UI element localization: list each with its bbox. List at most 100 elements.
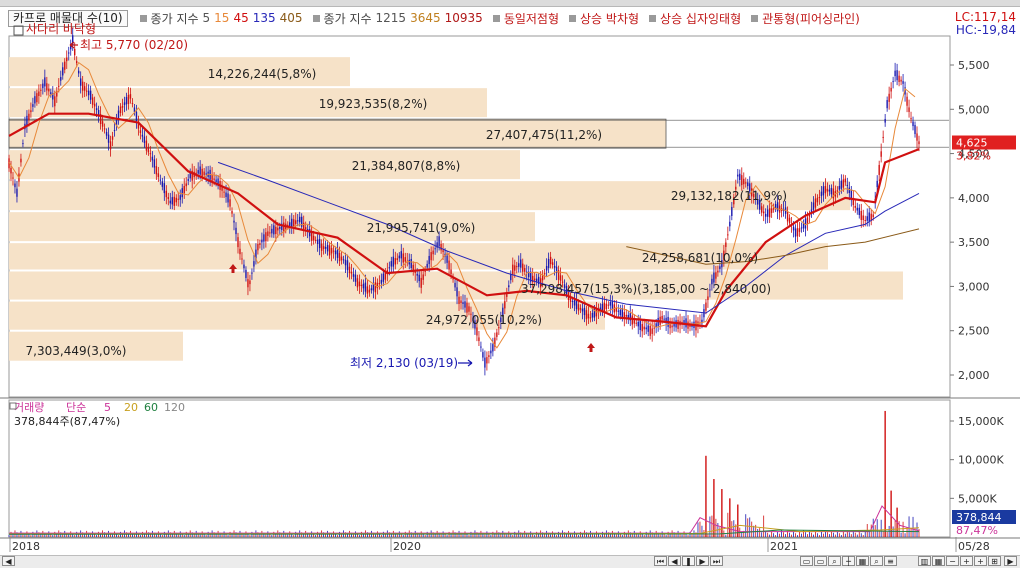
candle-body — [605, 303, 608, 310]
candle-body — [159, 179, 162, 181]
candle-body — [749, 183, 751, 192]
candle-body — [918, 141, 920, 145]
candle-body — [862, 215, 864, 220]
candle-body — [167, 197, 169, 199]
candle-body — [762, 211, 765, 214]
volume-tick-label: 15,000K — [958, 415, 1004, 428]
search-icon[interactable]: ⌕ — [828, 556, 841, 566]
zoom-in2-icon[interactable]: + — [974, 556, 987, 566]
last-page-icon[interactable]: ⏭ — [710, 556, 723, 566]
up-arrow-icon — [587, 343, 595, 352]
candle-body — [832, 188, 835, 199]
candle-body — [392, 256, 395, 267]
candle-body — [770, 208, 773, 213]
horizontal-scrollbar[interactable] — [0, 555, 1020, 568]
candle-body — [571, 300, 574, 302]
prev-page-icon[interactable]: ◀ — [668, 556, 681, 566]
scroll-left-icon[interactable]: ◀ — [2, 556, 15, 566]
candle-body — [10, 167, 12, 174]
grid2-icon[interactable]: ▦ — [932, 556, 945, 566]
candle-body — [878, 164, 880, 175]
candle-body — [533, 278, 536, 281]
candle-body — [105, 131, 108, 136]
view2-icon[interactable]: ▭ — [814, 556, 827, 566]
candle-body — [581, 308, 584, 312]
candle-body — [826, 188, 829, 192]
crosshair-icon[interactable]: ┼ — [842, 556, 855, 566]
volume-profile-title[interactable]: 카프로 매물대 수(10) — [8, 9, 128, 27]
candle-body — [555, 266, 558, 274]
candle-body — [117, 110, 120, 121]
candle-body — [647, 325, 649, 332]
candle-body — [671, 325, 673, 328]
candle-body — [508, 285, 510, 288]
candle-body — [320, 243, 323, 251]
candle-body — [496, 332, 498, 337]
candle-body — [490, 350, 492, 354]
candle-body — [528, 271, 530, 278]
ma405-line — [626, 228, 920, 265]
candle-body — [346, 260, 349, 271]
zoom-out-icon[interactable]: − — [946, 556, 959, 566]
candle-body — [40, 89, 42, 91]
candle-body — [802, 223, 805, 229]
candle-body — [655, 323, 657, 327]
candle-body — [530, 271, 532, 282]
candle-body — [52, 93, 54, 100]
volume-ma5-line — [9, 505, 920, 534]
candle-body — [864, 220, 866, 221]
pause-icon[interactable]: ❚ — [682, 556, 695, 566]
candle-body — [289, 222, 291, 226]
candle-body — [639, 320, 641, 331]
candle-body — [229, 199, 231, 207]
candle-body — [681, 321, 683, 323]
candle-body — [727, 234, 729, 236]
candle-body — [645, 327, 647, 330]
candle-body — [844, 178, 847, 183]
candle-body — [886, 100, 888, 109]
candle-body — [557, 269, 560, 280]
candle-body — [526, 271, 528, 273]
candle-body — [474, 320, 476, 329]
long-ma-1215: 1215 — [375, 11, 407, 25]
scroll-right-icon[interactable]: ▶ — [1004, 556, 1017, 566]
candle-body — [737, 174, 739, 177]
candle-body — [549, 256, 552, 265]
current-volume-label: 378,844 — [956, 511, 1002, 524]
candle-body — [97, 109, 100, 117]
square-marker-icon — [312, 14, 320, 22]
grid-icon[interactable]: ▦ — [856, 556, 869, 566]
candle-body — [227, 193, 229, 203]
fit-icon[interactable]: ⊞ — [988, 556, 1001, 566]
candle-body — [145, 140, 148, 151]
candle-body — [416, 273, 418, 276]
zoom-icon[interactable]: ⌕ — [870, 556, 883, 566]
candle-body — [460, 300, 462, 304]
view-icon[interactable]: ▭ — [800, 556, 813, 566]
candle-body — [894, 70, 896, 77]
candle-body — [492, 344, 494, 352]
candle-body — [585, 310, 588, 320]
candle-body — [486, 357, 488, 364]
candle-body — [338, 252, 341, 262]
current-price-box — [952, 135, 1016, 150]
ma135-line — [217, 161, 920, 314]
candle-body — [161, 181, 164, 187]
list-icon[interactable]: ≡ — [884, 556, 897, 566]
ma15-line — [8, 61, 916, 349]
square-marker-icon — [9, 402, 17, 410]
first-page-icon[interactable]: ⏮ — [654, 556, 667, 566]
candle-body — [848, 187, 851, 194]
zoom-in-icon[interactable]: + — [960, 556, 973, 566]
candle-body — [151, 156, 154, 161]
next-page-icon[interactable]: ▶ — [696, 556, 709, 566]
split-icon[interactable]: ▥ — [918, 556, 931, 566]
candle-body — [723, 250, 725, 260]
candle-body — [858, 207, 860, 216]
candle-body — [876, 180, 878, 188]
left-arrow-icon — [69, 41, 78, 49]
candle-body — [402, 253, 404, 263]
candle-body — [595, 309, 598, 317]
candle-body — [201, 168, 203, 177]
